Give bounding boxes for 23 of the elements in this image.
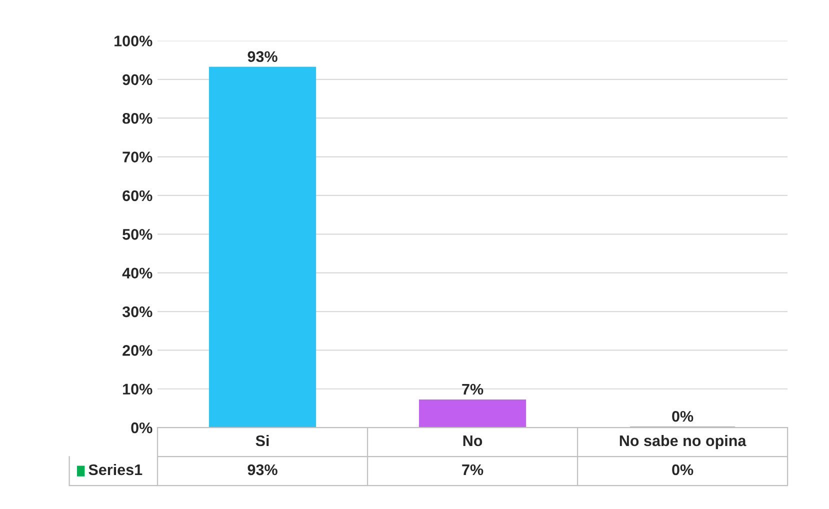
y-tick-label: 50% (122, 229, 152, 240)
x-tick-label: Si (256, 434, 269, 446)
y-tick-label: 30% (122, 306, 152, 318)
data-label: 93% (248, 464, 278, 476)
y-tick-label: 60% (122, 190, 152, 202)
y-tick-label: 90% (122, 74, 152, 86)
bar (208, 66, 316, 428)
y-tick-label: 100% (114, 36, 152, 46)
x-tick-label: No (463, 436, 482, 446)
x-tick-label: No sabe no opina (620, 434, 746, 450)
text: 7% (462, 384, 484, 395)
y-tick-label: 0% (131, 422, 152, 434)
y-tick-label: 80% (122, 112, 152, 124)
bar (418, 399, 526, 428)
data-label: 0% (672, 464, 694, 476)
y-tick-label: 10% (123, 384, 152, 395)
text: Series1 (88, 464, 142, 476)
data-label: 7% (462, 464, 484, 476)
y-tick-label: 40% (122, 268, 152, 279)
y-tick-label: 20% (122, 345, 152, 356)
text: 0% (672, 410, 694, 422)
y-tick-label: 70% (122, 152, 152, 162)
text: 93% (248, 51, 278, 62)
